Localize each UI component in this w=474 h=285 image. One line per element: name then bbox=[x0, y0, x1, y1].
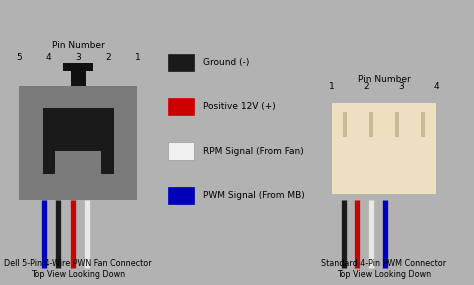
Text: 1: 1 bbox=[329, 82, 335, 91]
Bar bbox=[395, 112, 399, 137]
Text: Positive 12V (+): Positive 12V (+) bbox=[203, 102, 275, 111]
Text: 5: 5 bbox=[16, 53, 22, 62]
Text: 4: 4 bbox=[433, 82, 439, 91]
Text: 3: 3 bbox=[75, 53, 81, 62]
Bar bbox=[19, 86, 137, 200]
Text: Pin Number: Pin Number bbox=[357, 75, 410, 84]
Text: 2: 2 bbox=[364, 82, 369, 91]
Text: 2: 2 bbox=[105, 53, 110, 62]
Text: RPM Signal (From Fan): RPM Signal (From Fan) bbox=[203, 146, 304, 156]
Text: Ground (-): Ground (-) bbox=[203, 58, 249, 67]
Bar bbox=[168, 187, 194, 204]
Text: 1: 1 bbox=[135, 53, 140, 62]
Bar bbox=[101, 151, 114, 174]
Bar bbox=[421, 112, 425, 137]
Bar bbox=[332, 103, 436, 194]
Bar bbox=[71, 71, 86, 85]
Text: Standard 4-Pin PWM Connector
Top View Looking Down: Standard 4-Pin PWM Connector Top View Lo… bbox=[321, 259, 447, 279]
Bar bbox=[55, 151, 101, 174]
Text: Pin Number: Pin Number bbox=[52, 41, 105, 50]
Text: 3: 3 bbox=[399, 82, 404, 91]
Bar bbox=[64, 63, 93, 71]
Bar bbox=[168, 142, 194, 160]
Text: Dell 5-Pin 4-Wire PWN Fan Connector
Top View Looking Down: Dell 5-Pin 4-Wire PWN Fan Connector Top … bbox=[4, 259, 152, 279]
Bar bbox=[343, 112, 347, 137]
Bar bbox=[168, 54, 194, 71]
Bar bbox=[43, 108, 114, 174]
Bar bbox=[369, 112, 373, 137]
Text: 4: 4 bbox=[46, 53, 51, 62]
Text: PWM Signal (From MB): PWM Signal (From MB) bbox=[203, 191, 305, 200]
Bar bbox=[43, 151, 55, 174]
Bar bbox=[168, 98, 194, 115]
